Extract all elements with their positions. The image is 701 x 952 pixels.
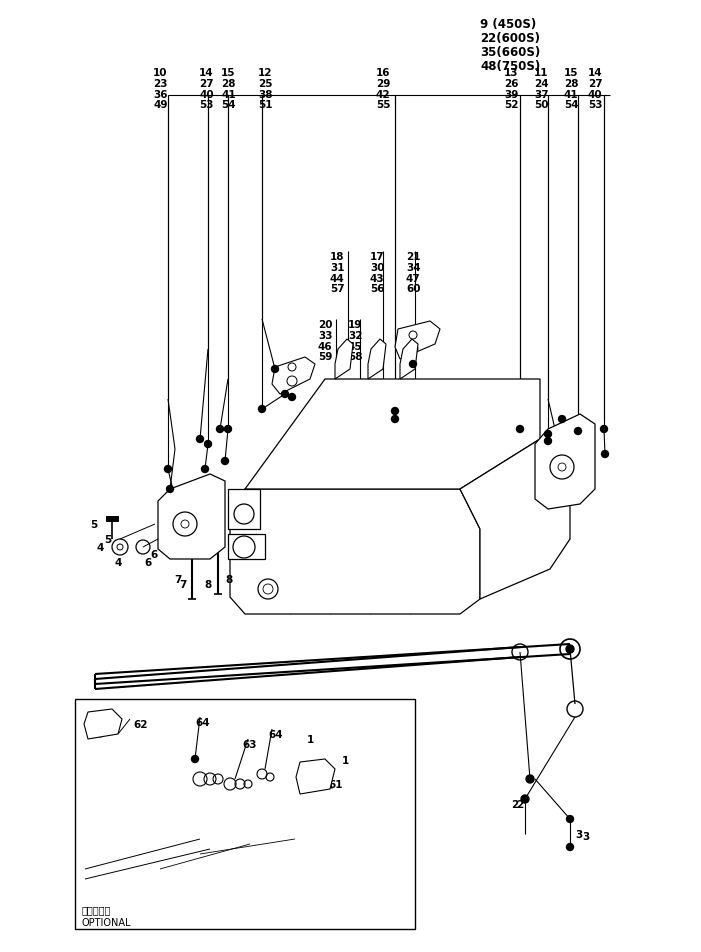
Polygon shape xyxy=(228,534,265,560)
Text: 15
28
41
54: 15 28 41 54 xyxy=(564,68,578,110)
Circle shape xyxy=(224,426,231,433)
Text: 15
28
41
54: 15 28 41 54 xyxy=(221,68,236,110)
Text: 63: 63 xyxy=(242,739,257,749)
Text: 64: 64 xyxy=(268,729,283,739)
Circle shape xyxy=(167,486,174,493)
Text: 4: 4 xyxy=(97,543,104,552)
Circle shape xyxy=(517,426,524,433)
Circle shape xyxy=(409,361,416,368)
Text: 64: 64 xyxy=(195,717,210,727)
Text: 18
31
44
57: 18 31 44 57 xyxy=(330,251,345,294)
Text: 2: 2 xyxy=(511,799,519,809)
Text: 9 (450S): 9 (450S) xyxy=(480,18,536,31)
Polygon shape xyxy=(158,474,225,560)
Polygon shape xyxy=(395,322,440,360)
Circle shape xyxy=(391,416,398,423)
Polygon shape xyxy=(245,380,540,489)
Polygon shape xyxy=(535,414,595,509)
Polygon shape xyxy=(368,340,386,380)
Circle shape xyxy=(201,466,208,473)
Circle shape xyxy=(165,466,172,473)
Circle shape xyxy=(222,458,229,465)
Circle shape xyxy=(282,391,289,398)
Circle shape xyxy=(566,645,574,653)
Text: OPTIONAL: OPTIONAL xyxy=(82,917,132,927)
Text: 6: 6 xyxy=(150,549,157,560)
Text: 4: 4 xyxy=(114,558,122,567)
Circle shape xyxy=(545,438,552,445)
Text: 48(750S): 48(750S) xyxy=(480,60,540,73)
Circle shape xyxy=(521,795,529,803)
Circle shape xyxy=(205,441,212,448)
Polygon shape xyxy=(335,340,353,380)
Text: 12
25
38
51: 12 25 38 51 xyxy=(258,68,273,110)
Polygon shape xyxy=(400,340,418,380)
Text: 7: 7 xyxy=(179,580,186,589)
Text: 20
33
46
59: 20 33 46 59 xyxy=(318,320,333,362)
Polygon shape xyxy=(106,516,118,522)
Circle shape xyxy=(526,775,534,783)
Bar xyxy=(75,700,415,929)
Text: 8: 8 xyxy=(205,580,212,589)
Text: 10
23
36
49: 10 23 36 49 xyxy=(153,68,168,110)
Polygon shape xyxy=(272,358,315,394)
Circle shape xyxy=(259,407,266,413)
Polygon shape xyxy=(84,709,122,739)
Circle shape xyxy=(391,408,398,415)
Text: 21
34
47
60: 21 34 47 60 xyxy=(406,251,421,294)
Text: 7: 7 xyxy=(175,574,182,585)
Polygon shape xyxy=(460,440,570,600)
Text: 3: 3 xyxy=(583,831,590,842)
Circle shape xyxy=(559,416,566,423)
Circle shape xyxy=(196,436,203,443)
Text: 35(660S): 35(660S) xyxy=(480,46,540,59)
Circle shape xyxy=(217,426,224,433)
Text: 5: 5 xyxy=(104,534,111,545)
Text: 6: 6 xyxy=(144,558,151,567)
Text: 5: 5 xyxy=(90,520,97,529)
Text: 3: 3 xyxy=(575,829,583,839)
Text: 1: 1 xyxy=(306,734,313,744)
Text: 8: 8 xyxy=(225,574,232,585)
Text: 19
32
45
58: 19 32 45 58 xyxy=(348,320,362,362)
Text: 62: 62 xyxy=(133,720,147,729)
Text: 17
30
43
56: 17 30 43 56 xyxy=(370,251,385,294)
Polygon shape xyxy=(296,759,335,794)
Text: オプション: オプション xyxy=(82,904,111,914)
Text: 13
26
39
52: 13 26 39 52 xyxy=(504,68,519,110)
Text: 11
24
37
50: 11 24 37 50 xyxy=(534,68,549,110)
Polygon shape xyxy=(230,489,480,614)
Circle shape xyxy=(289,394,296,401)
Text: 22(600S): 22(600S) xyxy=(480,32,540,45)
Circle shape xyxy=(575,428,582,435)
Text: 61: 61 xyxy=(328,779,343,789)
Text: 16
29
42
55: 16 29 42 55 xyxy=(376,68,390,110)
Circle shape xyxy=(601,426,608,433)
Polygon shape xyxy=(228,489,260,529)
Circle shape xyxy=(191,756,198,763)
Circle shape xyxy=(566,816,573,823)
Text: 14
27
40
53: 14 27 40 53 xyxy=(588,68,603,110)
Text: 1: 1 xyxy=(341,755,348,765)
Circle shape xyxy=(601,451,608,458)
Text: 14
27
40
53: 14 27 40 53 xyxy=(199,68,214,110)
Circle shape xyxy=(545,431,552,438)
Circle shape xyxy=(271,367,278,373)
Text: 2: 2 xyxy=(517,799,524,809)
Circle shape xyxy=(566,843,573,850)
